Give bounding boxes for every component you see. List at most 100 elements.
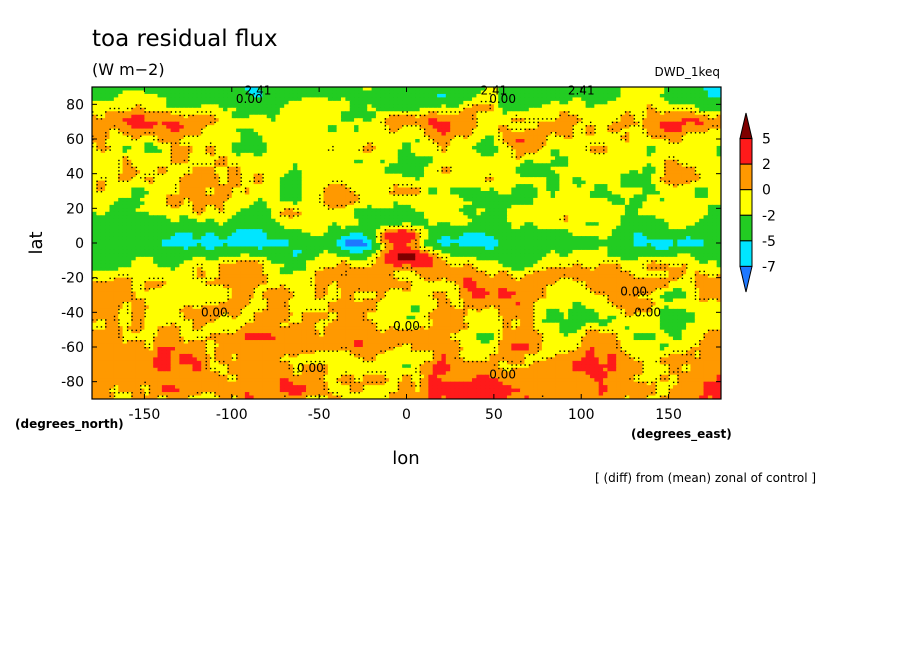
field-cell xyxy=(506,125,512,130)
field-cell xyxy=(445,173,451,178)
field-cell xyxy=(563,90,569,95)
field-cell xyxy=(677,139,683,144)
field-cell xyxy=(92,163,97,168)
field-cell xyxy=(585,107,591,112)
field-cell xyxy=(524,128,530,133)
field-cell xyxy=(506,93,512,98)
field-cell xyxy=(550,177,556,182)
field-cell xyxy=(188,170,194,175)
field-cell xyxy=(572,107,578,112)
field-cell xyxy=(677,132,683,137)
field-cell xyxy=(166,100,172,105)
field-cell xyxy=(703,177,709,182)
field-cell xyxy=(100,145,106,150)
field-cell xyxy=(223,111,229,116)
field-cell xyxy=(205,125,211,130)
field-cell xyxy=(559,197,565,202)
field-cell xyxy=(148,201,154,206)
field-cell xyxy=(323,191,329,196)
field-cell xyxy=(616,201,622,206)
field-cell xyxy=(126,194,132,199)
field-cell xyxy=(432,173,438,178)
field-cell xyxy=(703,121,709,126)
field-cell xyxy=(179,159,185,164)
field-cell xyxy=(515,156,521,161)
field-cell xyxy=(620,149,626,154)
field-cell xyxy=(550,163,556,168)
field-cell xyxy=(463,201,469,206)
field-cell xyxy=(428,145,434,150)
field-cell xyxy=(498,107,504,112)
field-cell xyxy=(638,128,643,133)
field-cell xyxy=(419,97,425,102)
field-cell xyxy=(166,114,172,119)
field-cell xyxy=(594,180,600,185)
field-cell xyxy=(109,149,115,154)
field-cell xyxy=(686,128,692,133)
field-cell xyxy=(707,100,713,105)
field-cell xyxy=(144,197,150,202)
field-cell xyxy=(458,197,464,202)
field-cell xyxy=(135,173,141,178)
field-cell xyxy=(668,104,674,109)
field-cell xyxy=(174,184,180,189)
field-cell xyxy=(179,128,185,133)
field-cell xyxy=(638,118,643,123)
field-cell xyxy=(109,184,115,189)
field-cell xyxy=(96,184,102,189)
field-cell xyxy=(92,191,97,196)
field-cell xyxy=(253,104,259,109)
field-cell xyxy=(572,170,578,175)
field-cell xyxy=(384,191,390,196)
field-cell xyxy=(153,173,159,178)
field-cell xyxy=(196,145,202,150)
field-cell xyxy=(236,114,242,119)
field-cell xyxy=(227,93,233,98)
field-cell xyxy=(266,163,272,168)
field-cell xyxy=(179,204,185,209)
field-cell xyxy=(611,201,617,206)
field-cell xyxy=(659,118,665,123)
field-cell xyxy=(511,90,517,95)
field-cell xyxy=(113,118,119,123)
field-cell xyxy=(157,118,163,123)
field-cell xyxy=(467,104,473,109)
field-cell xyxy=(646,156,652,161)
field-cell xyxy=(655,90,661,95)
field-cell xyxy=(109,142,115,147)
field-cell xyxy=(472,187,477,192)
field-cell xyxy=(266,173,272,178)
field-cell xyxy=(690,139,696,144)
field-cell xyxy=(524,149,530,154)
field-cell xyxy=(161,142,167,147)
field-cell xyxy=(458,184,464,189)
field-cell xyxy=(196,132,202,137)
field-cell xyxy=(297,128,303,133)
field-cell xyxy=(515,194,521,199)
field-cell xyxy=(410,173,416,178)
field-cell xyxy=(354,97,360,102)
field-cell xyxy=(472,125,477,130)
field-cell xyxy=(170,111,176,116)
field-cell xyxy=(179,149,185,154)
field-cell xyxy=(563,104,569,109)
field-cell xyxy=(118,118,124,123)
field-cell xyxy=(603,197,609,202)
field-cell xyxy=(506,142,512,147)
field-cell xyxy=(244,145,250,150)
field-cell xyxy=(694,121,700,126)
field-cell xyxy=(345,125,351,130)
field-cell xyxy=(476,170,482,175)
field-cell xyxy=(563,142,569,147)
field-cell xyxy=(174,166,180,171)
field-cell xyxy=(423,87,429,92)
field-cell xyxy=(423,145,429,150)
field-cell xyxy=(585,194,591,199)
field-cell xyxy=(629,142,635,147)
field-cell xyxy=(122,166,128,171)
field-cell xyxy=(126,184,132,189)
field-cell xyxy=(511,204,517,209)
field-cell xyxy=(109,128,115,133)
field-cell xyxy=(170,145,176,150)
field-cell xyxy=(340,114,346,119)
